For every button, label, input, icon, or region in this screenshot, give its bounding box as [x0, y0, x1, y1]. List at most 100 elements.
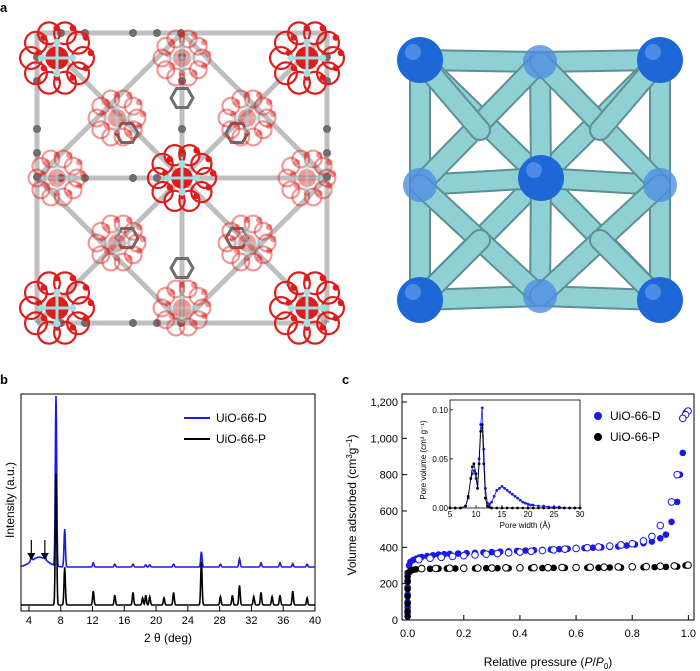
- carboxylate-ring: [303, 271, 328, 296]
- zirconium-atom: [101, 239, 109, 247]
- oxygen-atom: [178, 319, 186, 327]
- isotherm-desorption-point-p: [656, 562, 665, 571]
- carboxylate-ring: [113, 214, 133, 234]
- pxrd-series-line-p: [21, 473, 315, 606]
- isotherm-adsorption-point-d: [522, 547, 529, 554]
- oxygen-atom: [113, 216, 121, 224]
- zirconium-atom: [166, 304, 174, 312]
- oxygen-atom: [103, 247, 111, 254]
- carboxylate-ring: [166, 317, 186, 337]
- zr-node-back: [523, 45, 557, 79]
- zirconium-atom: [231, 239, 239, 247]
- inset-point-p: [511, 506, 514, 510]
- carboxylate-ring: [316, 311, 341, 336]
- isotherm-desorption-point-d: [628, 539, 637, 548]
- oxygen-atom: [39, 170, 47, 178]
- isotherm-adsorption-point-d: [668, 518, 675, 526]
- carboxylate-ring: [156, 286, 176, 306]
- pxrd-x-tick-label: 36: [277, 615, 289, 627]
- pxrd-x-tick-label: 20: [150, 615, 162, 627]
- carboxylate-ring: [253, 96, 273, 116]
- inset-point-p: [521, 506, 525, 510]
- carbon-atom: [129, 319, 137, 327]
- inset-point-p: [480, 423, 484, 426]
- oxygen-atom: [190, 319, 198, 327]
- carboxylate-ring: [188, 310, 208, 330]
- carboxylate-ring: [23, 280, 48, 305]
- oxygen-atom: [243, 254, 251, 262]
- carbon-atom: [33, 149, 41, 157]
- isotherm-desorption-point-d: [504, 548, 513, 557]
- isotherm-desorption-point-d: [437, 553, 446, 562]
- oxygen-atom: [65, 151, 73, 159]
- isotherm-x-axis-label: Relative pressure (P/P0): [484, 655, 613, 671]
- inset-point-d: [472, 469, 476, 473]
- zirconium-atom: [319, 54, 327, 62]
- oxygen-atom: [238, 109, 256, 127]
- phenyl-ring: [114, 121, 140, 145]
- carboxylate-ring: [151, 180, 174, 204]
- oxygen-atom: [229, 110, 237, 118]
- zirconium-atom: [303, 288, 311, 296]
- oxygen-atom: [290, 34, 297, 41]
- carboxylate-ring: [23, 30, 48, 55]
- pxrd-x-tick-label: 8: [58, 615, 64, 627]
- zirconium-atom: [53, 288, 61, 296]
- isotherm-desorption-point-p: [431, 564, 440, 573]
- isotherm-desorption-point-p: [684, 561, 692, 569]
- isotherm-adsorption-point-d: [657, 534, 664, 542]
- inset-point-p: [531, 506, 535, 510]
- inset-point-p: [495, 506, 499, 510]
- carboxylate-ring: [303, 320, 328, 345]
- oxygen-atom: [82, 284, 90, 291]
- carbon-atom: [33, 125, 41, 133]
- inset-point-p: [500, 506, 504, 510]
- oxygen-atom: [99, 235, 107, 243]
- isotherm-desorption-point-d: [493, 549, 502, 558]
- oxygen-atom: [193, 192, 200, 200]
- zr-node-back: [523, 279, 557, 313]
- zirconium-atom: [255, 114, 263, 122]
- inset-point-d: [511, 492, 514, 496]
- isotherm-x-tick-label: 0.8: [625, 628, 640, 640]
- pxrd-y-axis-label: Intensity (a.u.): [3, 462, 17, 538]
- carboxylate-ring: [101, 89, 121, 109]
- zirconium-atom: [255, 239, 263, 247]
- oxygen-atom: [290, 314, 297, 322]
- inset-x-tick-label: 30: [576, 510, 585, 519]
- oxygen-atom: [229, 235, 237, 243]
- carboxylate-ring: [221, 245, 241, 265]
- isotherm-desorption-point-d: [572, 544, 580, 553]
- oxygen-atom: [200, 39, 208, 46]
- node-highlight: [645, 284, 661, 300]
- oxygen-atom: [193, 147, 200, 154]
- isotherm-desorption-point-d: [459, 551, 468, 560]
- oxygen-atom: [43, 159, 51, 166]
- isotherm-desorption-point-d: [678, 414, 687, 423]
- inset-point-p: [568, 506, 571, 510]
- inset-point-d: [524, 501, 527, 505]
- isotherm-adsorption-point-d: [673, 498, 681, 506]
- inset-point-p: [578, 506, 582, 510]
- pxrd-x-tick-label: 32: [245, 615, 257, 627]
- inset-point-p: [459, 506, 462, 510]
- carboxylate-ring: [273, 311, 298, 336]
- inset-y-tick-label: 0.10: [432, 406, 448, 415]
- carboxylate-ring: [253, 221, 273, 241]
- pxrd-chart: 4 8 12 16 20 24 28 32 36 40 2 θ (deg) Intensity (…: [3, 393, 321, 645]
- oxygen-atom: [135, 247, 143, 254]
- pxrd-plot-frame: [20, 393, 316, 612]
- oxygen-atom: [65, 189, 73, 197]
- zirconium-atom: [231, 114, 239, 122]
- inset-point-d: [521, 500, 525, 504]
- isotherm-x-tick-label: 0.0: [400, 628, 415, 640]
- oxygen-atom: [113, 254, 121, 262]
- oxygen-atom: [243, 91, 251, 99]
- carboxylate-ring: [36, 271, 61, 296]
- oxygen-atom: [265, 99, 273, 106]
- oxygen-atom: [178, 69, 186, 77]
- inset-frame: [449, 399, 581, 509]
- oxygen-atom: [319, 274, 327, 282]
- inset-point-p: [479, 430, 483, 433]
- inset-point-d: [508, 490, 512, 494]
